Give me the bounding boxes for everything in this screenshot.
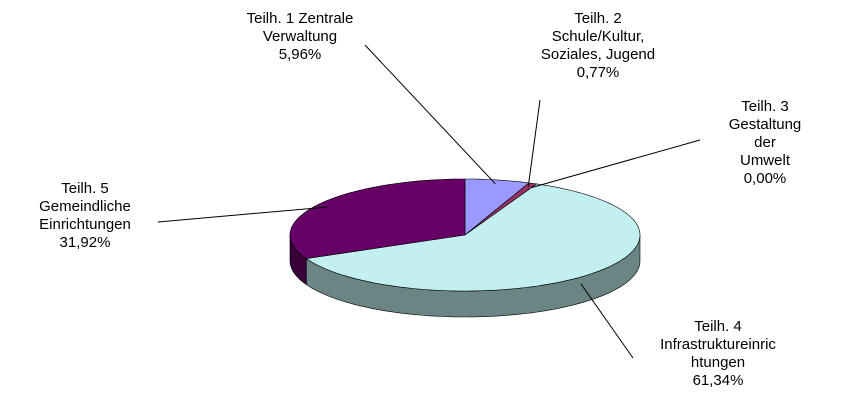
leader-line (364, 44, 496, 185)
slice-label: Teilh. 3 Gestaltung der Umwelt 0,00% (718, 98, 812, 188)
value-label: 0,00% (743, 170, 787, 187)
slice-label: Teilh. 2 Schule/Kultur, Soziales, Jugend… (541, 10, 655, 82)
category-label: Teilh. 2 Schule/Kultur, Soziales, Jugend (540, 10, 656, 63)
slice-label: Teilh. 4 Infrastruktureinric htungen 61,3… (660, 318, 776, 390)
leader-line (527, 99, 541, 188)
value-label: 5,96% (278, 46, 322, 63)
leader-line (157, 206, 328, 223)
slice (289, 178, 466, 259)
value-label: 61,34% (692, 372, 744, 389)
slice (305, 183, 641, 292)
category-label: Teilh. 1 Zentrale Verwaltung (246, 10, 354, 45)
leader-line (580, 283, 634, 359)
category-label: Teilh. 5 Gemeindliche Einrichtungen (39, 180, 131, 233)
value-label: 31,92% (59, 234, 111, 251)
slice-label: Teilh. 5 Gemeindliche Einrichtungen 31,92… (39, 180, 131, 252)
value-label: 0,77% (576, 64, 620, 81)
category-label: Teilh. 4 Infrastruktureinric htungen (660, 318, 776, 371)
leader-line (531, 139, 701, 188)
slice-label: Teilh. 1 Zentrale Verwaltung 5,96% (247, 10, 354, 64)
slice (464, 178, 530, 236)
category-label: Teilh. 3 Gestaltung der Umwelt (728, 98, 802, 169)
